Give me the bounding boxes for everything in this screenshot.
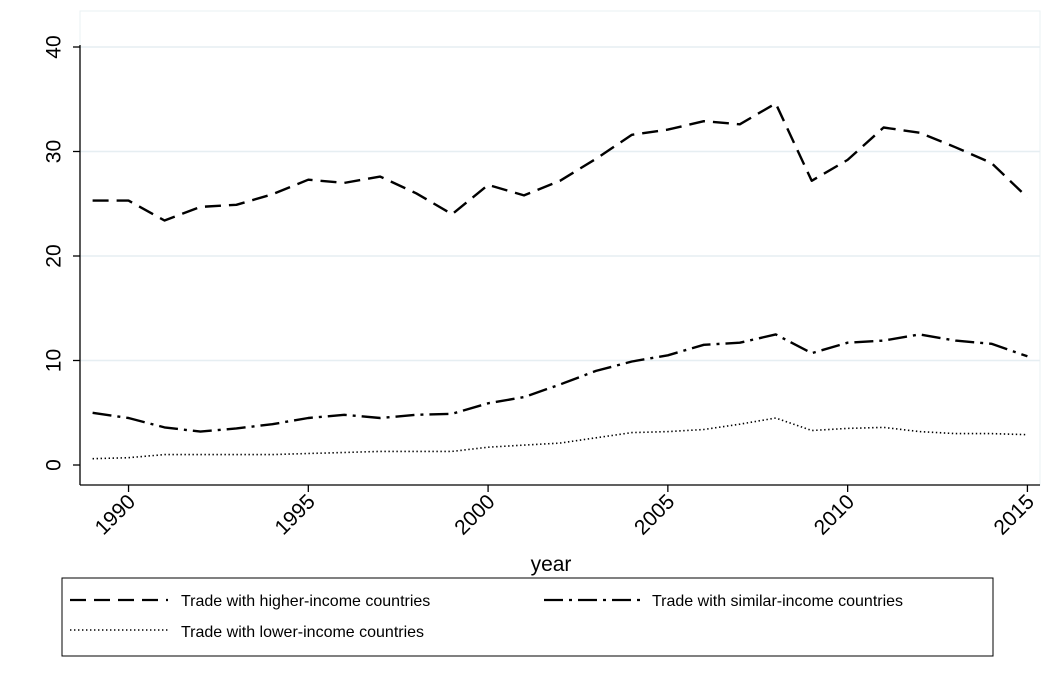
legend-label-lower-income: Trade with lower-income countries [181, 624, 424, 641]
series-line-0 [92, 102, 1029, 222]
legend-label-higher-income: Trade with higher-income countries [181, 593, 430, 610]
axes [79, 45, 1040, 486]
legend-box [61, 577, 994, 657]
y-tick-label-0: 0 [43, 459, 66, 471]
y-tick-label-20: 20 [43, 244, 66, 267]
y-axis-ticks: 0 10 20 30 40 [43, 35, 80, 471]
series-lines [92, 102, 1029, 460]
series-line-1 [92, 333, 1028, 433]
y-tick-label-40: 40 [43, 35, 66, 58]
legend-label-similar-income: Trade with similar-income countries [652, 593, 903, 610]
y-tick-label-30: 30 [43, 140, 66, 163]
legend: Trade with higher-income countries Trade… [61, 577, 994, 657]
x-axis-title: year [531, 553, 572, 576]
y-tick-label-10: 10 [43, 349, 66, 372]
